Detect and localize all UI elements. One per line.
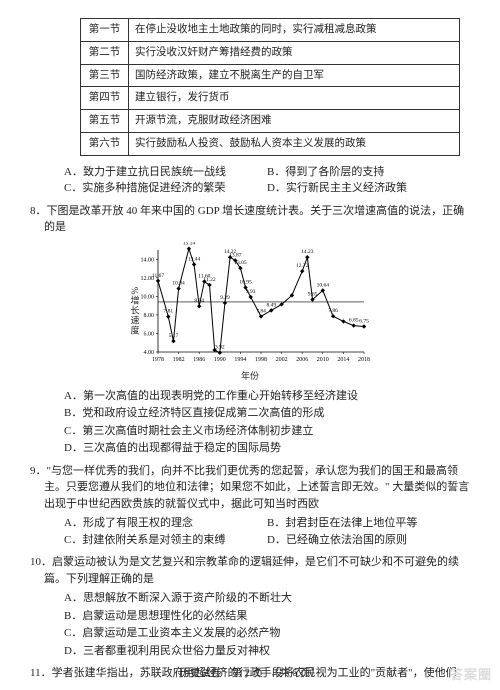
svg-text:1982: 1982: [173, 357, 185, 363]
svg-text:3.92: 3.92: [215, 344, 225, 350]
svg-text:6.75: 6.75: [359, 318, 369, 324]
svg-text:10.00: 10.00: [141, 294, 155, 300]
table-header-cell: 第一节: [81, 19, 129, 42]
table-cell: 在停止没收地主土地政策的同时，实行减租减息政策: [129, 19, 460, 42]
opt: A．第一次高值的出现表明党的工作重心开始转移至经济建设: [64, 388, 470, 405]
x-axis-label: 年份: [241, 370, 259, 384]
svg-text:13.05: 13.05: [234, 260, 247, 266]
svg-text:12.72: 12.72: [296, 263, 309, 269]
svg-text:7.86: 7.86: [328, 308, 338, 314]
svg-text:6.00: 6.00: [144, 331, 155, 337]
svg-text:1990: 1990: [214, 357, 226, 363]
svg-text:4.00: 4.00: [144, 350, 155, 356]
opt: A．致力于建立抗日民族统一战线: [64, 164, 267, 181]
svg-text:6.85: 6.85: [349, 317, 359, 323]
opt: C．封建依附关系是对领主的束缚: [64, 532, 267, 549]
opt: B．党和政府设立经济特区直接促成第二次高值的形成: [64, 405, 470, 422]
svg-text:15.14: 15.14: [183, 242, 196, 247]
svg-text:7.81: 7.81: [163, 308, 173, 314]
svg-text:1998: 1998: [255, 357, 267, 363]
table-cell: 开源节流，克服财政经济困难: [129, 110, 460, 133]
page-footer: 历史试卷 第 2 页 （共 6 页）: [0, 666, 500, 682]
opt: C．启蒙运动是工业资本主义发展的必然产物: [64, 625, 470, 642]
policy-table: 第一节在停止没收地主土地政策的同时，实行减租减息政策第二节实行没收汉奸财产筹措经…: [80, 18, 460, 156]
svg-text:10.95: 10.95: [239, 279, 252, 285]
table-header-cell: 第二节: [81, 41, 129, 64]
opt: C．第三次高值时期社会主义市场经济体制初步建立: [64, 423, 470, 440]
svg-text:1994: 1994: [234, 357, 246, 363]
q9-stem: 9．"与您一样优秀的我们，向并不比我们更优秀的您起誓，承认您为我们的国王和最高领…: [30, 463, 470, 513]
opt: D．实行新民主主义经济政策: [267, 180, 470, 197]
svg-text:2014: 2014: [337, 357, 349, 363]
opt: D．三次高值的出现都得益于稳定的国际局势: [64, 440, 470, 457]
opt: D．三者都重视利用民众世俗力量反对神权: [64, 643, 470, 660]
svg-text:14.00: 14.00: [141, 257, 155, 263]
table-cell: 实行没收汉奸财产筹措经费的政策: [129, 41, 460, 64]
table-cell: 实行鼓励私人投资、鼓励私人资本主义发展的政策: [129, 132, 460, 155]
opt: B．启蒙运动是思想理性化的必然结果: [64, 608, 470, 625]
table-cell: 建立银行，发行货币: [129, 87, 460, 110]
table-header-cell: 第三节: [81, 64, 129, 87]
svg-text:5.17: 5.17: [169, 333, 179, 339]
svg-text:2018: 2018: [358, 357, 370, 363]
opt: A．思想解放不断深入源于资产阶级的不断壮大: [64, 590, 470, 607]
q9-options: A．形成了有限王权的理念B．封君封臣在法律上地位平等 C．封建依附关系是对领主的…: [30, 515, 470, 548]
svg-text:11.22: 11.22: [203, 277, 215, 283]
q10-options: A．思想解放不断深入源于资产阶级的不断壮大 B．启蒙运动是思想理性化的必然结果 …: [30, 590, 470, 659]
opt: B．封君封臣在法律上地位平等: [267, 515, 470, 532]
svg-text:7.84: 7.84: [256, 308, 266, 314]
svg-text:1978: 1978: [152, 357, 164, 363]
svg-text:13.87: 13.87: [229, 252, 242, 258]
opt: D．已经确立依法治国的原则: [267, 532, 470, 549]
svg-text:2006: 2006: [296, 357, 308, 363]
q7-options: A．致力于建立抗日民族统一战线B．得到了各阶层的支持 C．实施多种措施促进经济的…: [30, 164, 470, 197]
opt: B．得到了各阶层的支持: [267, 164, 470, 181]
opt: C．实施多种措施促进经济的繁荣: [64, 180, 267, 197]
svg-text:8.49: 8.49: [266, 302, 276, 308]
table-header-cell: 第六节: [81, 132, 129, 155]
table-header-cell: 第五节: [81, 110, 129, 133]
svg-text:2002: 2002: [276, 357, 288, 363]
opt: A．形成了有限王权的理念: [64, 515, 267, 532]
gdp-chart: %增长速度 4.006.008.0010.0012.0014.001978198…: [130, 242, 370, 382]
svg-text:11.67: 11.67: [152, 272, 164, 278]
table-header-cell: 第四节: [81, 87, 129, 110]
svg-text:2010: 2010: [317, 357, 329, 363]
svg-text:9.65: 9.65: [308, 291, 318, 297]
svg-text:14.23: 14.23: [301, 249, 314, 255]
svg-text:10.64: 10.64: [317, 282, 330, 288]
y-axis-label: %增长速度: [127, 287, 141, 336]
svg-text:9.93: 9.93: [246, 289, 256, 295]
svg-text:1986: 1986: [193, 357, 205, 363]
table-cell: 国防经济政策，建立不脱离生产的自卫军: [129, 64, 460, 87]
svg-text:8.00: 8.00: [144, 312, 155, 318]
q8-options: A．第一次高值的出现表明党的工作重心开始转移至经济建设 B．党和政府设立经济特区…: [30, 388, 470, 457]
q10-stem: 10．启蒙运动被认为是文艺复兴和宗教革命的逻辑延伸，是它们不可缺少和不可避免的续…: [30, 554, 470, 587]
q8-stem: 8．下图是改革开放 40 年来中国的 GDP 增长速度统计表。关于三次增速高值的…: [30, 203, 470, 236]
watermark: 答案圈: [450, 665, 492, 685]
svg-text:9.29: 9.29: [220, 294, 230, 300]
svg-text:13.44: 13.44: [188, 256, 201, 262]
svg-text:10.84: 10.84: [172, 280, 185, 286]
chart-svg: 4.006.008.0010.0012.0014.001978198219861…: [130, 242, 370, 370]
svg-text:8.94: 8.94: [194, 298, 204, 304]
